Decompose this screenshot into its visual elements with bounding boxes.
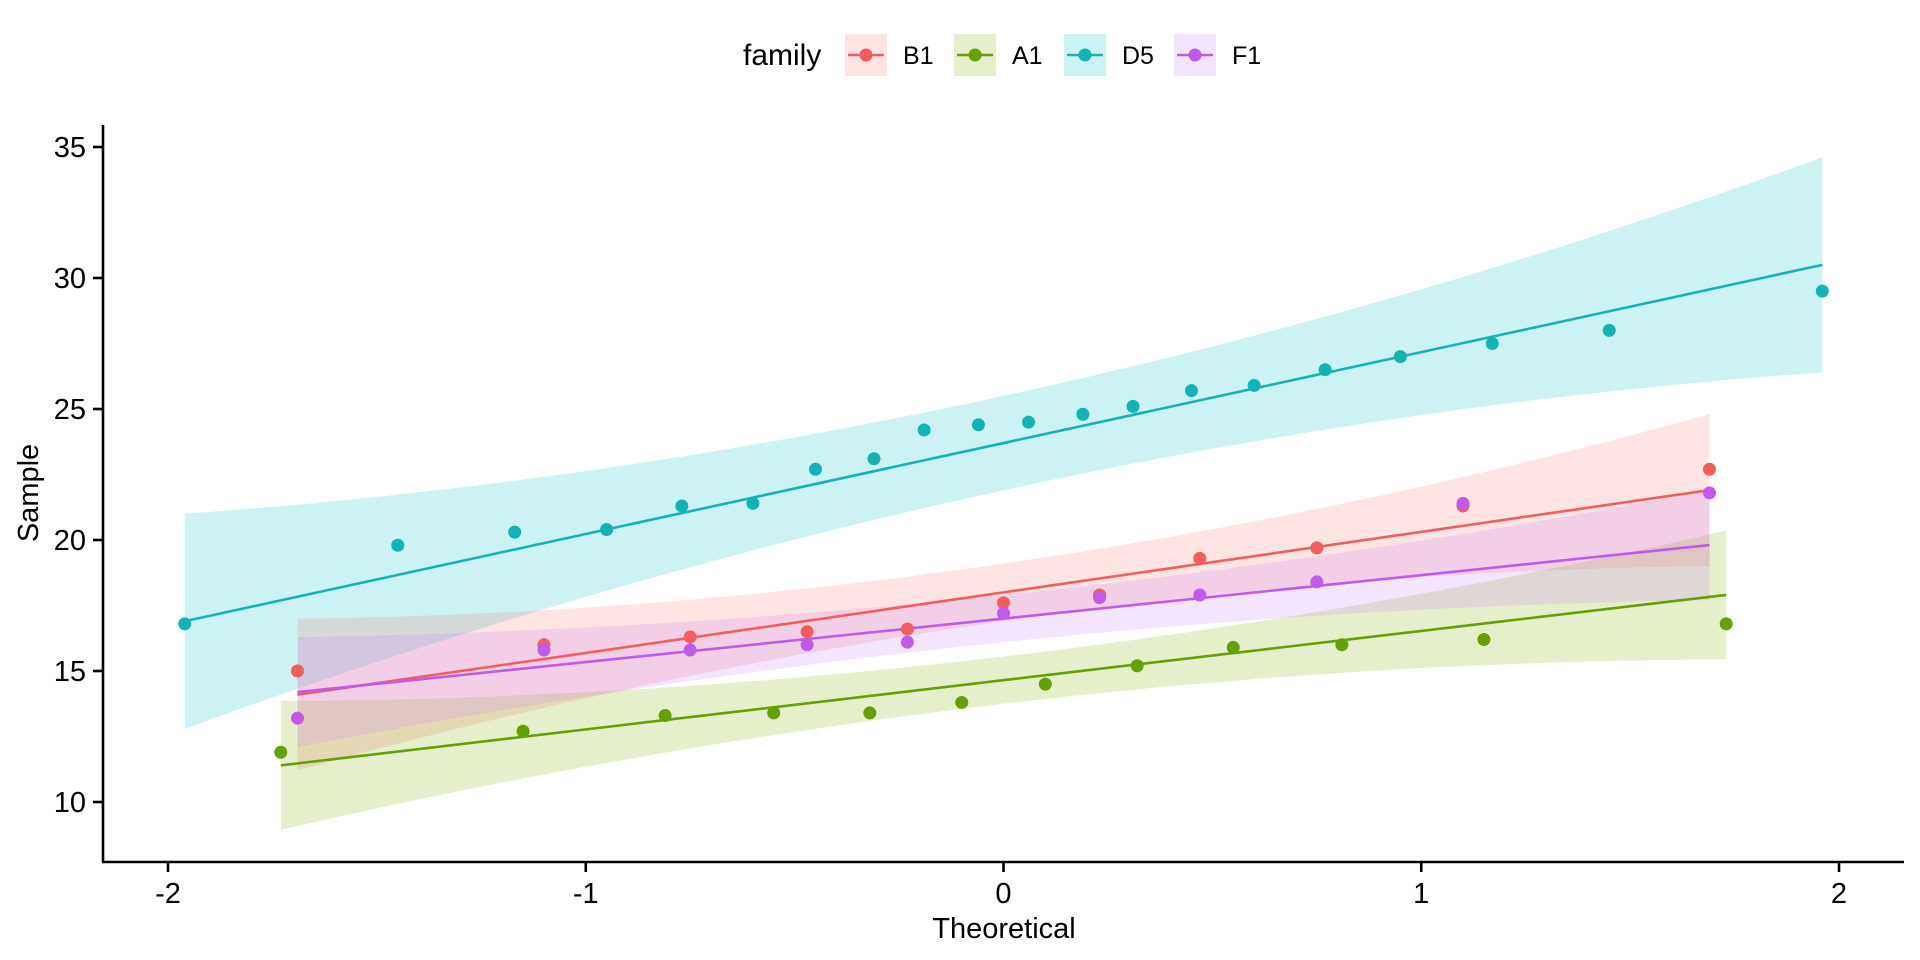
data-point-b1-5 [997, 596, 1010, 610]
data-point-b1-8 [1310, 541, 1324, 555]
data-point-d5-19 [1815, 284, 1829, 298]
x-axis-title: Theoretical [932, 913, 1075, 945]
data-point-d5-16 [1393, 350, 1407, 364]
data-point-a1-9 [1335, 638, 1349, 652]
data-point-b1-3 [800, 625, 814, 639]
y-tick-label-30: 30 [54, 263, 86, 295]
points-a1 [274, 617, 1733, 759]
data-point-d5-13 [1184, 384, 1198, 398]
data-point-a1-10 [1477, 633, 1491, 647]
data-point-a1-4 [863, 706, 877, 720]
data-point-f1-10 [1702, 486, 1716, 500]
data-point-d5-14 [1247, 378, 1261, 392]
data-point-f1-9 [1456, 496, 1470, 510]
data-point-d5-9 [971, 418, 985, 432]
data-point-a1-1 [516, 724, 530, 738]
data-point-a1-5 [955, 695, 969, 709]
data-point-d5-3 [600, 523, 614, 537]
data-point-d5-8 [917, 423, 931, 437]
x-axis: -2 -1 0 1 2 Theoretical [102, 860, 1904, 945]
data-point-b1-2 [683, 630, 697, 644]
legend-item-a1: A1 [954, 34, 1043, 76]
data-point-b1-4 [900, 622, 914, 636]
data-point-d5-11 [1076, 407, 1090, 421]
data-point-d5-1 [391, 538, 405, 552]
y-tick-label-15: 15 [54, 656, 86, 688]
confidence-bands [184, 157, 1823, 830]
y-tick-label-25: 25 [54, 394, 86, 426]
y-axis-title: Sample [13, 444, 45, 542]
points-d5 [178, 284, 1829, 631]
data-point-d5-15 [1318, 363, 1332, 377]
x-tick-label--1: -1 [573, 878, 599, 910]
data-point-d5-0 [178, 617, 192, 631]
data-points [178, 284, 1829, 759]
legend-item-f1: F1 [1174, 34, 1261, 76]
data-point-f1-2 [683, 643, 697, 657]
data-point-b1-10 [1702, 462, 1716, 476]
data-point-a1-7 [1130, 659, 1144, 673]
data-point-d5-2 [508, 525, 522, 539]
y-tick-label-10: 10 [54, 787, 86, 819]
legend-label-d5: D5 [1122, 42, 1154, 70]
legend-point-icon [1078, 48, 1092, 62]
legend-point-icon [859, 48, 873, 62]
legend-point-icon [968, 48, 982, 62]
data-point-d5-5 [746, 496, 760, 510]
data-point-f1-7 [1193, 588, 1207, 602]
data-point-a1-0 [274, 745, 288, 759]
data-point-f1-3 [800, 638, 814, 652]
legend-title: family [743, 39, 821, 72]
legend: family B1 A1 D5 F1 [743, 34, 1261, 76]
x-tick-label-0: 0 [995, 878, 1011, 910]
data-point-a1-8 [1226, 640, 1240, 654]
legend-label-b1: B1 [903, 42, 934, 70]
data-point-d5-17 [1485, 337, 1499, 350]
data-point-f1-1 [537, 643, 551, 657]
data-point-d5-12 [1126, 399, 1140, 413]
points-f1 [291, 486, 1716, 725]
y-axis: 10 15 20 25 30 35 Sample [13, 125, 105, 862]
data-point-a1-11 [1719, 617, 1733, 631]
data-point-a1-3 [767, 706, 781, 720]
data-point-d5-4 [675, 499, 689, 513]
data-point-d5-18 [1602, 323, 1616, 337]
legend-label-a1: A1 [1012, 42, 1043, 70]
data-point-f1-8 [1310, 575, 1324, 589]
data-point-d5-6 [809, 462, 823, 476]
x-tick-label-2: 2 [1831, 878, 1847, 910]
y-tick-label-35: 35 [54, 132, 86, 164]
x-ticks: -2 -1 0 1 2 [155, 862, 1847, 910]
points-b1 [291, 462, 1716, 678]
data-point-f1-4 [900, 635, 914, 649]
legend-item-d5: D5 [1064, 34, 1154, 76]
data-point-a1-2 [658, 709, 672, 723]
y-ticks: 10 15 20 25 30 35 [54, 132, 103, 819]
data-point-b1-0 [291, 664, 305, 678]
y-tick-label-20: 20 [54, 525, 86, 557]
legend-item-b1: B1 [845, 34, 934, 76]
reference-line-b1 [297, 488, 1710, 696]
data-point-d5-10 [1022, 415, 1036, 429]
x-tick-label--2: -2 [155, 878, 181, 910]
legend-label-f1: F1 [1232, 42, 1261, 70]
data-point-a1-6 [1038, 677, 1052, 691]
reference-line-d5 [184, 263, 1823, 623]
data-point-f1-0 [291, 711, 305, 725]
data-point-b1-7 [1193, 551, 1207, 565]
data-point-f1-6 [1093, 591, 1107, 605]
x-tick-label-1: 1 [1413, 878, 1429, 910]
legend-point-icon [1188, 48, 1202, 62]
data-point-d5-7 [867, 452, 881, 466]
data-point-f1-5 [997, 606, 1010, 620]
